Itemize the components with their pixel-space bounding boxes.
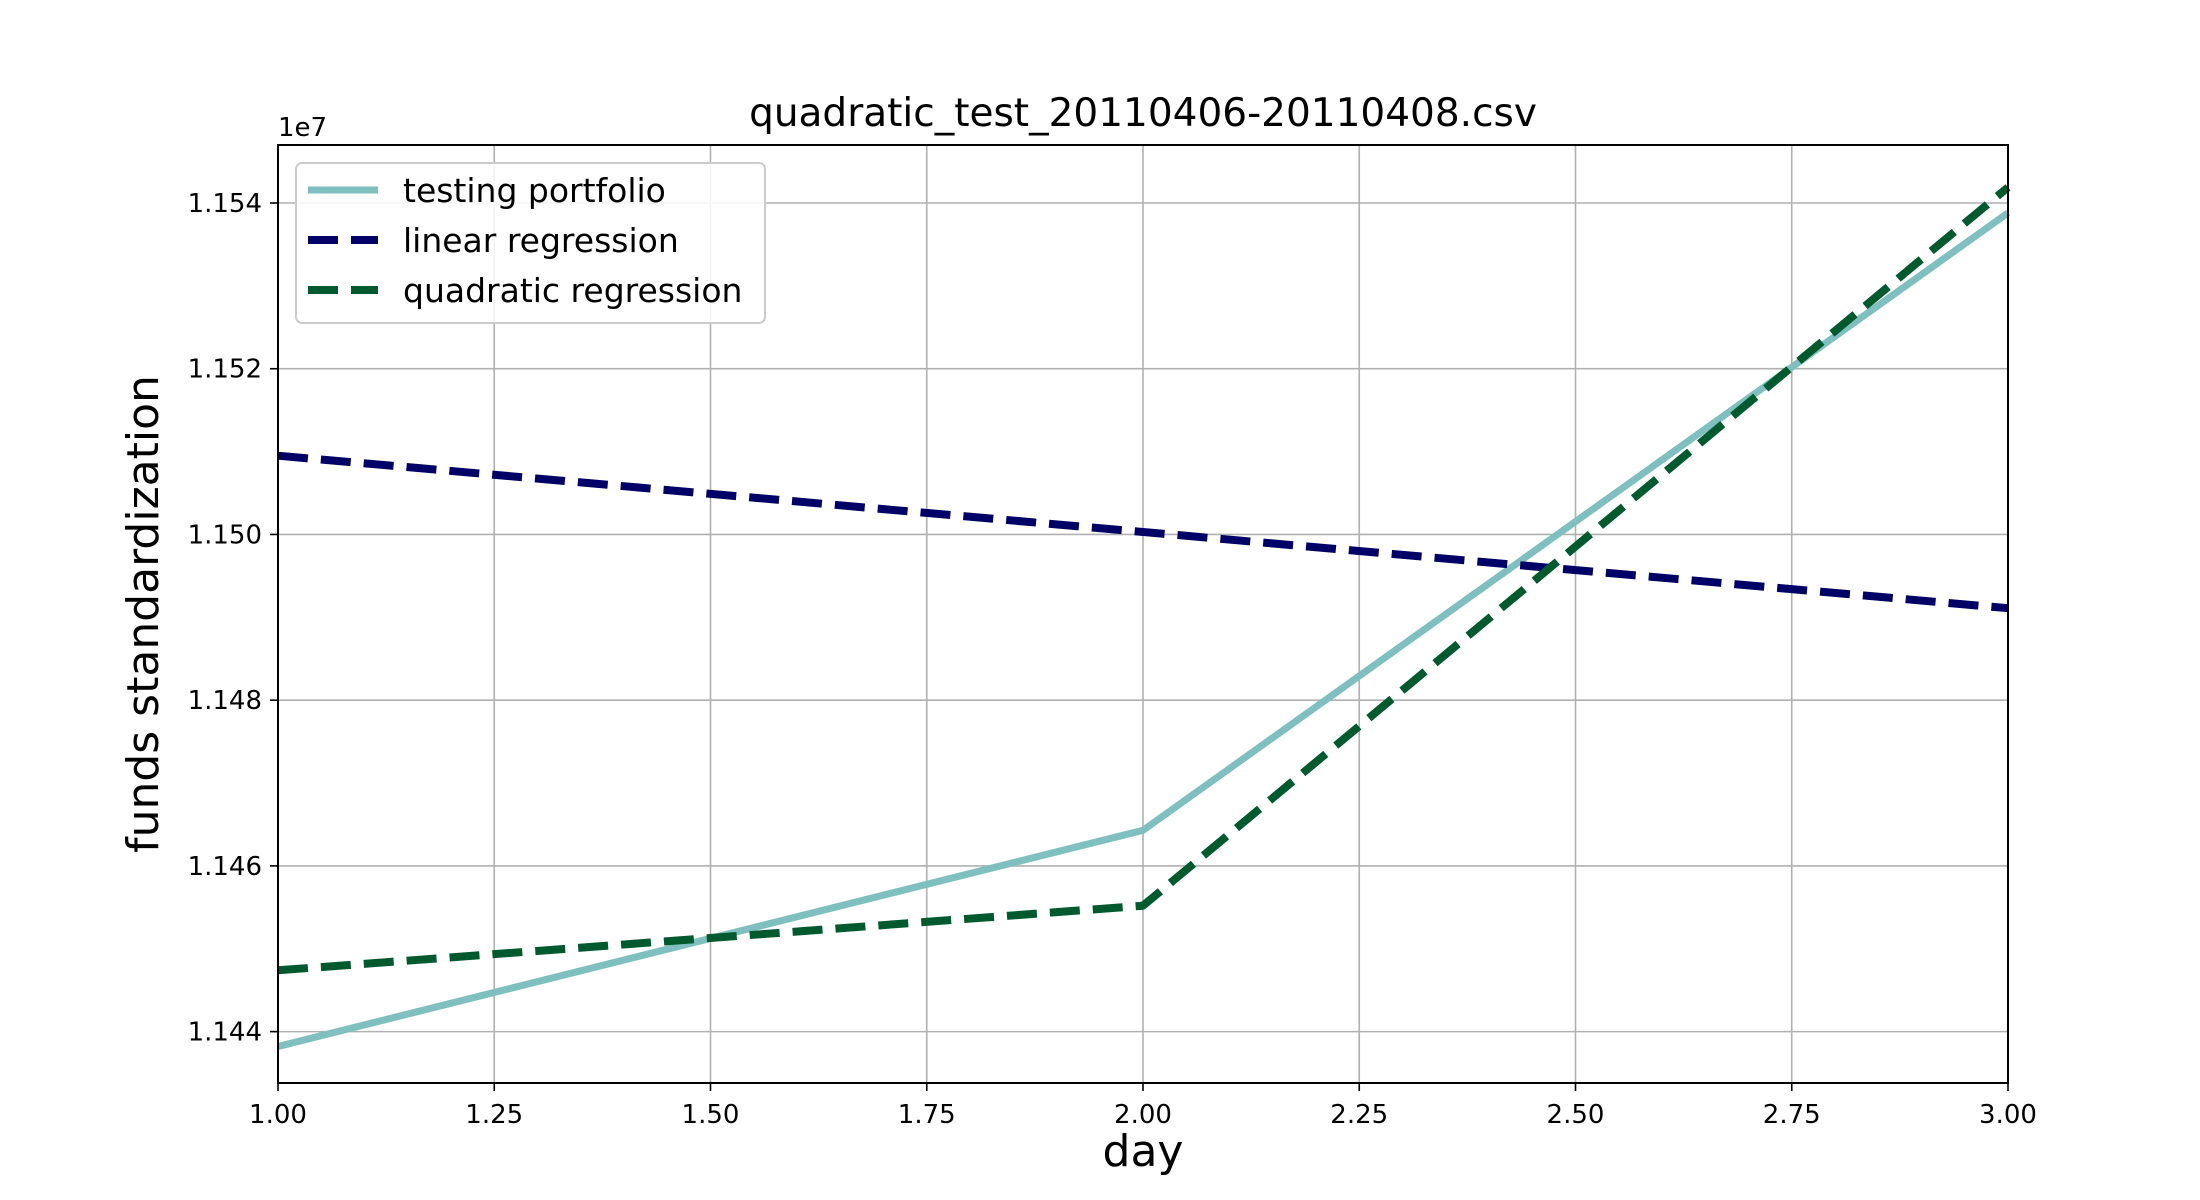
y-tick-label: 1.144 bbox=[188, 1018, 262, 1048]
legend-entry-label: linear regression bbox=[403, 221, 679, 260]
y-axis-offset-label: 1e7 bbox=[278, 113, 327, 143]
x-tick-label: 1.00 bbox=[249, 1100, 307, 1130]
x-axis-label: day bbox=[1103, 1126, 1184, 1177]
x-tick-label: 2.50 bbox=[1547, 1100, 1605, 1130]
series-line-testing-portfolio bbox=[277, 210, 2011, 1050]
x-tick-label: 1.50 bbox=[682, 1100, 740, 1130]
chart-title: quadratic_test_20110406-20110408.csv bbox=[749, 91, 1537, 136]
y-tick-label: 1.150 bbox=[188, 520, 262, 550]
tick-layer: 1.00 1.25 1.50 1.75 2.00 2.25 2.50 2.75 3.00 1.14… bbox=[188, 189, 2037, 1130]
legend-entry-label: testing portfolio bbox=[403, 171, 666, 210]
legend: testing portfolio linear regression quadra… bbox=[295, 162, 766, 324]
series-layer bbox=[277, 184, 2011, 1050]
series-line-linear-regression bbox=[277, 451, 2009, 613]
y-tick-label: 1.148 bbox=[188, 686, 262, 716]
y-tick-label: 1.152 bbox=[188, 355, 262, 385]
legend-box bbox=[295, 162, 766, 324]
x-tick-label: 2.25 bbox=[1330, 1100, 1388, 1130]
x-tick-label: 2.00 bbox=[1114, 1100, 1172, 1130]
legend-entry-label: quadratic regression bbox=[403, 271, 742, 310]
series-line-quadratic-regression bbox=[277, 184, 2011, 975]
x-tick-label: 2.75 bbox=[1763, 1100, 1821, 1130]
x-tick-label: 3.00 bbox=[1979, 1100, 2037, 1130]
x-tick-label: 1.25 bbox=[465, 1100, 523, 1130]
y-tick-label: 1.146 bbox=[188, 852, 262, 882]
y-tick-label: 1.154 bbox=[188, 189, 262, 219]
y-axis-label: funds standardization bbox=[118, 375, 169, 853]
x-tick-label: 1.75 bbox=[898, 1100, 956, 1130]
